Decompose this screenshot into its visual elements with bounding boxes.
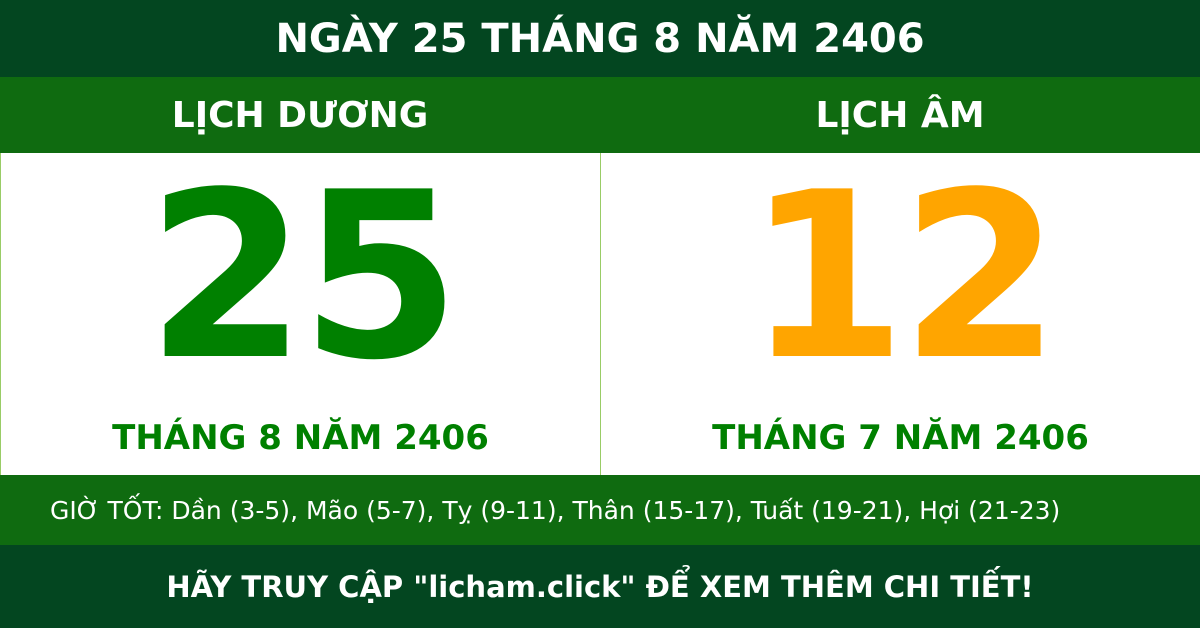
solar-day: 25 bbox=[146, 144, 460, 411]
solar-panel: 25 THÁNG 8 NĂM 2406 bbox=[0, 153, 600, 475]
page-title: NGÀY 25 THÁNG 8 NĂM 2406 bbox=[0, 0, 1200, 77]
footer-cta: HÃY TRUY CẬP "licham.click" ĐỂ XEM THÊM … bbox=[0, 545, 1200, 628]
solar-label: LỊCH DƯƠNG bbox=[171, 94, 429, 136]
lunar-day: 12 bbox=[746, 144, 1060, 411]
good-hours: GIỜ TỐT: Dần (3-5), Mão (5-7), Tỵ (9-11)… bbox=[0, 475, 1200, 545]
lunar-month-year: THÁNG 7 NĂM 2406 bbox=[712, 418, 1089, 458]
lunar-panel: 12 THÁNG 7 NĂM 2406 bbox=[600, 153, 1200, 475]
solar-month-year: THÁNG 8 NĂM 2406 bbox=[112, 418, 489, 458]
lunar-label: LỊCH ÂM bbox=[815, 94, 985, 136]
calendar-headers: LỊCH DƯƠNG LỊCH ÂM bbox=[0, 77, 1200, 153]
